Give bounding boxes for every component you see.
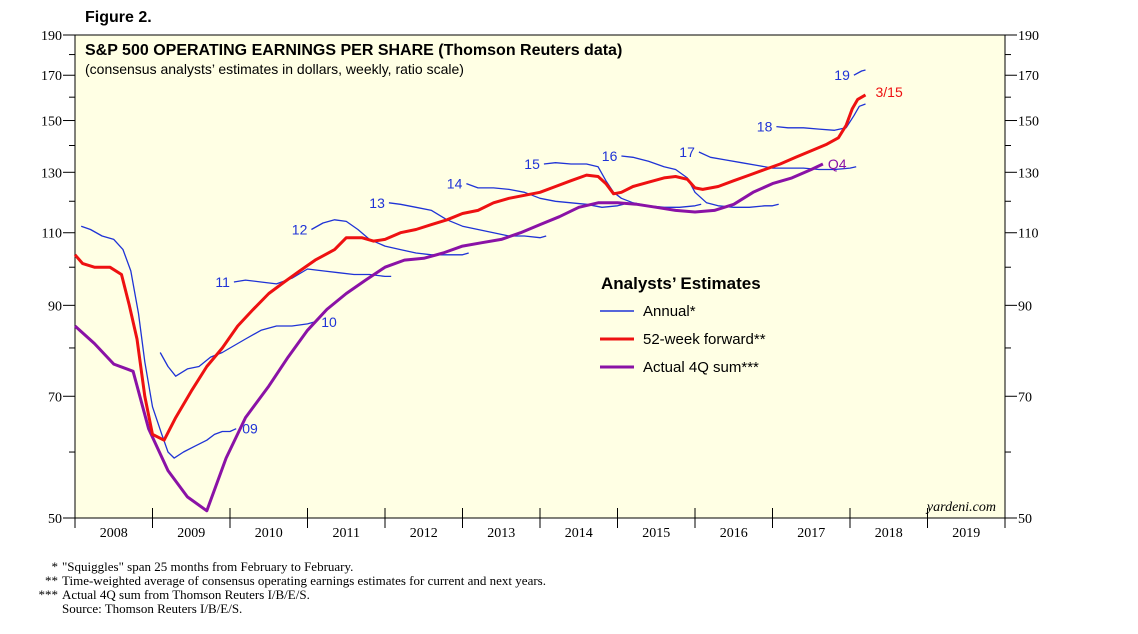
annual-series-line — [311, 219, 469, 256]
annual-squiggle-label: 10 — [321, 314, 337, 330]
annual-squiggle-label: 17 — [679, 144, 695, 160]
forward-end-label: 3/15 — [876, 84, 903, 100]
x-year-label: 2015 — [642, 526, 670, 541]
annual-series-line — [466, 182, 624, 208]
figure-label: Figure 2. — [85, 9, 152, 26]
chart-title: S&P 500 OPERATING EARNINGS PER SHARE (Th… — [85, 42, 622, 59]
y-tick-label-left: 150 — [41, 115, 62, 130]
annual-series-line — [80, 225, 237, 459]
annual-squiggle-label: 09 — [242, 421, 258, 437]
y-tick-label-left: 170 — [41, 69, 62, 84]
y-tick-label-right: 70 — [1018, 390, 1032, 405]
footnote-text: Source: Thomson Reuters I/B/E/S. — [62, 601, 243, 616]
annual-squiggle-label: 19 — [834, 67, 850, 83]
annual-series-line — [621, 155, 779, 208]
watermark: yardeni.com — [925, 500, 996, 515]
y-tick-label-left: 190 — [41, 29, 62, 44]
x-year-label: 2012 — [410, 526, 438, 541]
x-year-label: 2009 — [177, 526, 205, 541]
legend: Analysts’ Estimates Annual* 52-week forw… — [600, 274, 766, 376]
annual-series-line — [698, 151, 857, 171]
x-year-label: 2011 — [333, 526, 360, 541]
y-tick-label-right: 130 — [1018, 166, 1039, 181]
actual-4q-sum-line — [73, 162, 824, 513]
y-tick-label-right: 90 — [1018, 299, 1032, 314]
footnote-mark: * — [51, 559, 59, 574]
x-year-label: 2018 — [875, 526, 903, 541]
annual-series-line — [853, 69, 866, 76]
footnote-text: Actual 4Q sum from Thomson Reuters I/B/E… — [62, 587, 310, 602]
annual-series-line — [159, 321, 316, 377]
x-year-label: 2014 — [565, 526, 593, 541]
annual-squiggle-label: 13 — [369, 195, 385, 211]
y-tick-label-left: 50 — [48, 512, 62, 527]
x-year-label: 2013 — [487, 526, 515, 541]
x-year-label: 2017 — [797, 526, 825, 541]
y-tick-label-right: 170 — [1018, 69, 1039, 84]
y-tick-label-left: 90 — [48, 299, 62, 314]
x-year-label: 2019 — [952, 526, 980, 541]
footnote: *** Actual 4Q sum from Thomson Reuters I/… — [0, 588, 310, 601]
annual-squiggle-label: 16 — [602, 148, 618, 164]
forward-earnings-line — [73, 93, 867, 442]
footnote-mark: ** — [45, 573, 58, 588]
footnote: Source: Thomson Reuters I/B/E/S. — [0, 602, 242, 615]
annual-series-line — [776, 103, 866, 131]
actual-end-label: Q4 — [828, 156, 847, 172]
legend-title: Analysts’ Estimates — [601, 274, 761, 293]
footnote: * "Squiggles" span 25 months from Februar… — [0, 559, 354, 574]
y-tick-label-right: 150 — [1018, 115, 1039, 130]
annual-squiggle-label: 11 — [215, 274, 230, 290]
y-tick-label-left: 70 — [48, 390, 62, 405]
y-tick-label-right: 110 — [1018, 227, 1038, 242]
annual-squiggle-label: 15 — [524, 156, 540, 172]
annual-series-line — [543, 162, 702, 208]
footnote-mark: *** — [38, 587, 59, 602]
x-year-label: 2008 — [100, 526, 128, 541]
y-tick-label-right: 190 — [1018, 29, 1039, 44]
annual-squiggle-label: 12 — [292, 221, 308, 237]
footnote-text: Time-weighted average of consensus opera… — [62, 573, 546, 588]
footnote-text: "Squiggles" span 25 months from February… — [62, 559, 354, 574]
annual-squiggle-label: 14 — [447, 176, 463, 192]
legend-label-annual: Annual* — [643, 303, 696, 320]
y-tick-label-left: 110 — [42, 227, 62, 242]
y-tick-label-left: 130 — [41, 166, 62, 181]
legend-label-actual: Actual 4Q sum*** — [643, 359, 759, 376]
y-tick-label-right: 50 — [1018, 512, 1032, 527]
x-year-label: 2010 — [255, 526, 283, 541]
footnote: ** Time-weighted average of consensus ope… — [0, 574, 546, 587]
x-year-label: 2016 — [720, 526, 748, 541]
chart-subtitle: (consensus analysts’ estimates in dollar… — [85, 61, 464, 77]
annual-series-line — [388, 202, 547, 239]
annual-squiggle-label: 18 — [757, 119, 773, 135]
legend-label-forward: 52-week forward** — [643, 331, 766, 348]
